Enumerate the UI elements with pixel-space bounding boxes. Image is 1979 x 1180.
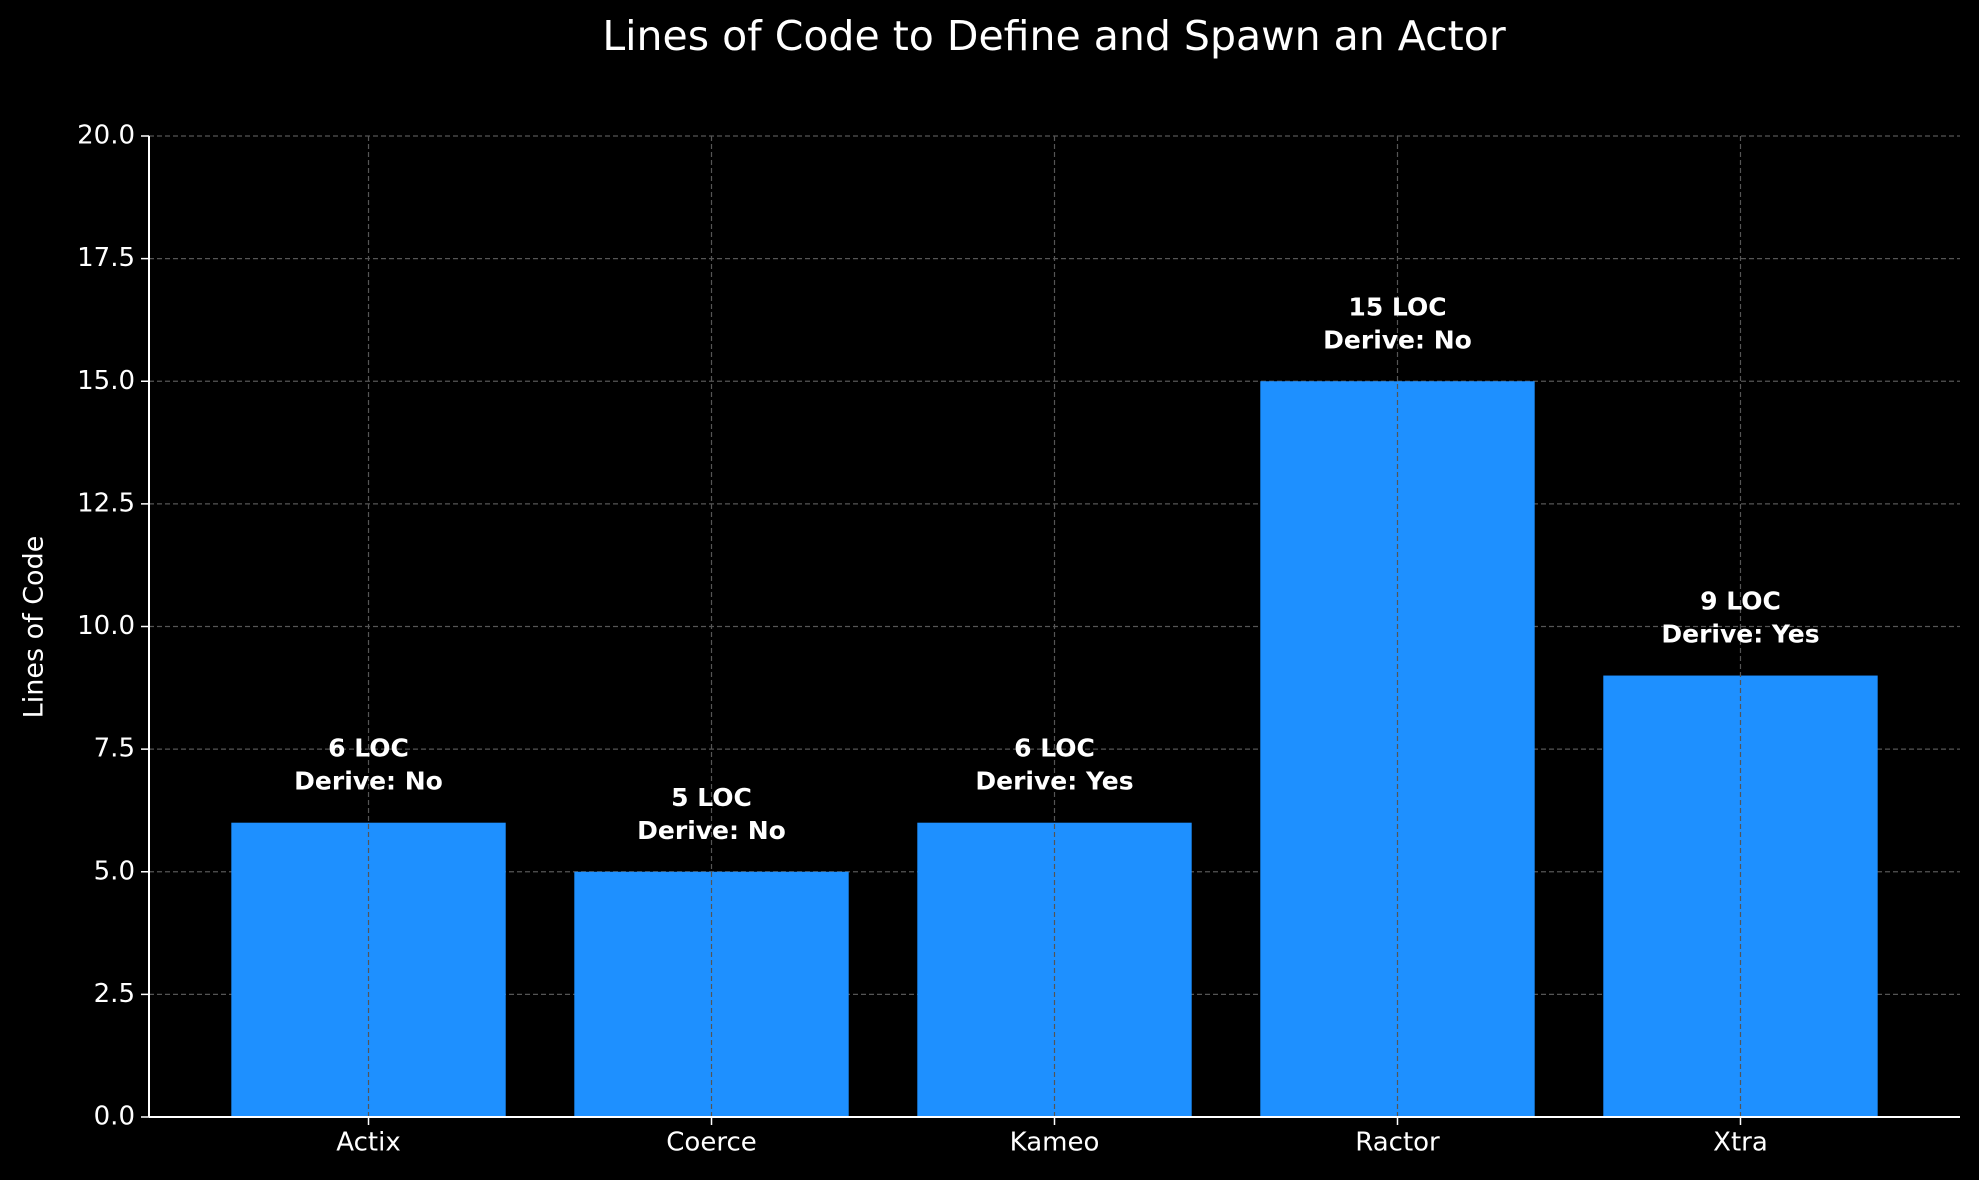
- y-tick-label: 7.5: [94, 734, 135, 764]
- y-axis-label: Lines of Code: [19, 536, 50, 719]
- value-label: 5 LOC: [671, 783, 752, 812]
- derive-label: Derive: No: [1323, 325, 1472, 354]
- y-tick-label: 20.0: [77, 121, 135, 151]
- value-label: 6 LOC: [1014, 734, 1095, 763]
- derive-label: Derive: No: [637, 816, 786, 845]
- derive-label: Derive: No: [294, 767, 443, 796]
- value-label: 9 LOC: [1700, 587, 1781, 616]
- chart-title: Lines of Code to Define and Spawn an Act…: [602, 12, 1506, 60]
- value-label: 15 LOC: [1348, 292, 1446, 321]
- y-tick-label: 2.5: [94, 979, 135, 1009]
- x-tick-label: Actix: [336, 1128, 400, 1158]
- value-label: 6 LOC: [328, 734, 409, 763]
- x-tick-label: Kameo: [1010, 1128, 1100, 1158]
- y-tick-label: 12.5: [77, 488, 135, 518]
- x-tick-label: Xtra: [1713, 1128, 1768, 1158]
- derive-label: Derive: Yes: [975, 767, 1133, 796]
- x-tick-label: Ractor: [1355, 1128, 1440, 1158]
- y-tick-label: 17.5: [77, 243, 135, 273]
- derive-label: Derive: Yes: [1661, 620, 1819, 649]
- y-tick-label: 10.0: [77, 611, 135, 641]
- y-tick-label: 15.0: [77, 366, 135, 396]
- y-tick-label: 0.0: [94, 1102, 135, 1132]
- x-tick-label: Coerce: [666, 1128, 756, 1158]
- y-tick-label: 5.0: [94, 856, 135, 886]
